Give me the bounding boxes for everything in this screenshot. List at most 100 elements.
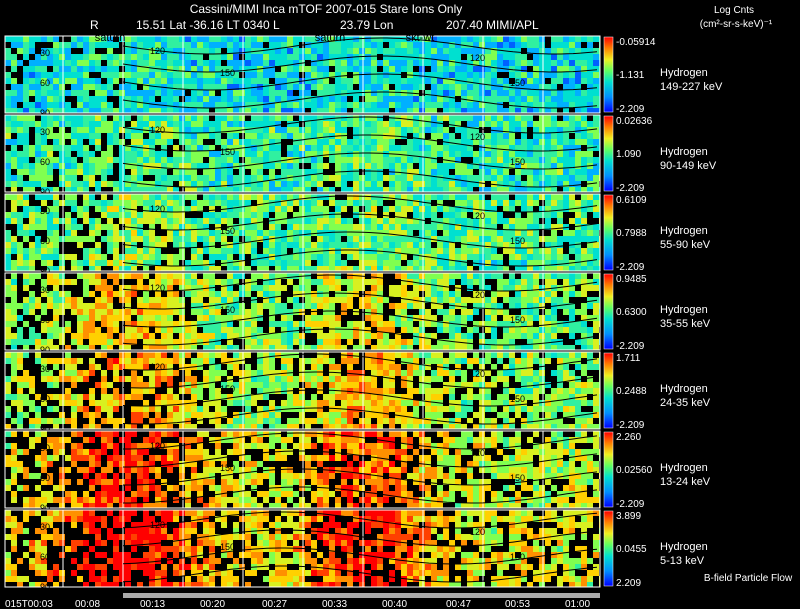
heatmap-cell [437,218,443,224]
heatmap-cell [65,279,71,285]
heatmap-cell [41,376,47,382]
heatmap-cell [41,66,47,72]
heatmap-cell [149,345,155,350]
heatmap-cell [5,333,11,339]
heatmap-cell [251,108,257,113]
heatmap-cell [377,151,383,157]
colorbar-mid-label: 1.090 [616,149,641,160]
heatmap-cell [305,84,311,90]
heatmap-cell [233,291,239,297]
heatmap-cell [545,358,551,364]
heatmap-cell [101,157,107,163]
heatmap-cell [527,333,533,339]
heatmap-cell [563,345,569,350]
heatmap-cell [539,108,545,113]
heatmap-cell [329,145,335,151]
heatmap-cell [419,254,425,260]
heatmap-cell [479,224,485,230]
heatmap-cell [365,175,371,181]
heatmap-cell [119,139,125,145]
heatmap-cell [293,212,299,218]
heatmap-cell [521,42,527,48]
heatmap-cell [593,66,599,72]
heatmap-cell [203,194,209,200]
heatmap-cell [329,315,335,321]
heatmap-cell [113,206,119,212]
heatmap-cell [545,145,551,151]
heatmap-cell [197,321,203,327]
heatmap-cell [161,358,167,364]
heatmap-cell [533,254,539,260]
heatmap-cell [137,96,143,102]
heatmap-cell [263,139,269,145]
heatmap-cell [59,309,65,315]
heatmap-cell [59,339,65,345]
heatmap-cell [53,376,59,382]
heatmap-cell [485,157,491,163]
heatmap-cell [269,90,275,96]
heatmap-cell [125,352,131,358]
heatmap-cell [185,96,191,102]
heatmap-cell [29,84,35,90]
heatmap-cell [95,96,101,102]
heatmap-cell [437,102,443,108]
heatmap-cell [461,345,467,350]
heatmap-cell [137,230,143,236]
heatmap-cell [461,248,467,254]
heatmap-cell [47,115,53,121]
heatmap-cell [161,303,167,309]
heatmap-cell [467,364,473,370]
heatmap-cell [29,254,35,260]
heatmap-cell [131,145,137,151]
heatmap-cell [11,78,17,84]
heatmap-cell [215,254,221,260]
heatmap-cell [311,151,317,157]
heatmap-cell [89,175,95,181]
heatmap-cell [569,36,575,42]
heatmap-cell [53,309,59,315]
heatmap-cell [257,260,263,266]
heatmap-cell [479,151,485,157]
heatmap-cell [395,194,401,200]
heatmap-cell [587,206,593,212]
heatmap-cell [497,151,503,157]
heatmap-cell [533,163,539,169]
heatmap-cell [527,151,533,157]
heatmap-cell [137,236,143,242]
heatmap-cell [563,285,569,291]
heatmap-cell [251,145,257,151]
heatmap-cell [287,236,293,242]
heatmap-cell [185,84,191,90]
heatmap-cell [479,303,485,309]
heatmap-cell [113,224,119,230]
heatmap-cell [455,315,461,321]
heatmap-cell [431,279,437,285]
heatmap-cell [281,242,287,248]
heatmap-cell [275,242,281,248]
heatmap-cell [527,48,533,54]
heatmap-cell [197,115,203,121]
heatmap-cell [587,345,593,350]
heatmap-cell [41,78,47,84]
heatmap-cell [11,309,17,315]
heatmap-cell [479,72,485,78]
heatmap-cell [497,90,503,96]
heatmap-cell [323,224,329,230]
heatmap-cell [593,327,599,333]
heatmap-cell [323,127,329,133]
heatmap-cell [593,175,599,181]
heatmap-cell [167,66,173,72]
heatmap-cell [287,175,293,181]
contour-line [122,195,598,213]
heatmap-cell [65,169,71,175]
heatmap-cell [581,66,587,72]
heatmap-cell [155,345,161,350]
heatmap-cell [335,333,341,339]
heatmap-cell [41,370,47,376]
heatmap-cell [17,254,23,260]
heatmap-cell [95,333,101,339]
heatmap-cell [341,218,347,224]
heatmap-cell [185,145,191,151]
heatmap-cell [215,72,221,78]
heatmap-cell [401,60,407,66]
